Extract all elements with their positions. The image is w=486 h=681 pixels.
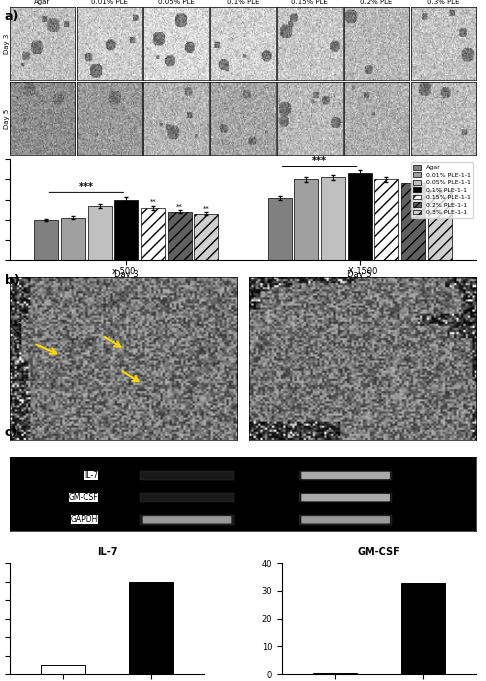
Bar [374,180,399,260]
Text: 0.01%: 0.01% [15,317,24,343]
Text: IL-7: IL-7 [85,471,98,480]
Bar [114,200,139,260]
Text: 0%: 0% [181,460,193,470]
Bar [168,212,191,260]
FancyBboxPatch shape [299,493,392,503]
Text: ***: *** [312,156,327,165]
Title: 0.15% PLE: 0.15% PLE [292,0,328,5]
Y-axis label: Day 3: Day 3 [4,33,10,54]
Title: X 1500: X 1500 [348,268,377,276]
Text: a): a) [5,10,19,23]
Legend: Agar, 0.01% PLE-1-1, 0.05% PLE-1-1, 0.1% PLE-1-1, 0.15% PLE-1-1, 0.2% PLE-1-1, 0: Agar, 0.01% PLE-1-1, 0.05% PLE-1-1, 0.1%… [411,162,473,217]
Text: 0.01%: 0.01% [334,460,358,470]
Bar [347,174,372,260]
Title: x 500: x 500 [112,268,135,276]
Text: b): b) [5,274,19,287]
Bar [61,218,85,260]
FancyBboxPatch shape [140,471,234,480]
Title: 0.05% PLE: 0.05% PLE [158,0,194,5]
Bar [401,583,445,674]
Title: IL-7: IL-7 [97,547,117,557]
Bar [428,189,451,260]
Title: 0.1% PLE: 0.1% PLE [227,0,259,5]
Text: ***: *** [79,182,94,191]
Text: **: ** [176,204,183,209]
FancyBboxPatch shape [301,472,390,479]
FancyBboxPatch shape [299,471,392,480]
Bar [313,673,357,674]
Bar [129,582,173,674]
FancyBboxPatch shape [143,516,231,524]
Bar [41,665,85,674]
FancyBboxPatch shape [299,515,392,524]
Title: 0.01% PLE: 0.01% PLE [91,0,128,5]
Title: Agar: Agar [35,0,51,5]
Bar [87,206,112,260]
FancyBboxPatch shape [301,494,390,501]
FancyBboxPatch shape [140,515,234,524]
Title: 0.2% PLE: 0.2% PLE [361,0,393,5]
Title: GM-CSF: GM-CSF [358,547,400,557]
FancyBboxPatch shape [301,516,390,524]
Bar [141,208,165,260]
Title: 0.3% PLE: 0.3% PLE [427,0,460,5]
Y-axis label: Day 5: Day 5 [4,108,10,129]
Bar [401,183,425,260]
Text: GM-CSF: GM-CSF [69,493,98,502]
Bar [194,214,218,260]
Text: **: ** [150,199,156,205]
Text: c): c) [5,426,18,439]
Bar [295,180,318,260]
Bar [268,197,292,260]
FancyBboxPatch shape [140,493,234,503]
Text: GAPDH: GAPDH [71,516,98,524]
Text: **: ** [203,206,210,211]
Bar [321,178,345,260]
Bar [35,220,58,260]
